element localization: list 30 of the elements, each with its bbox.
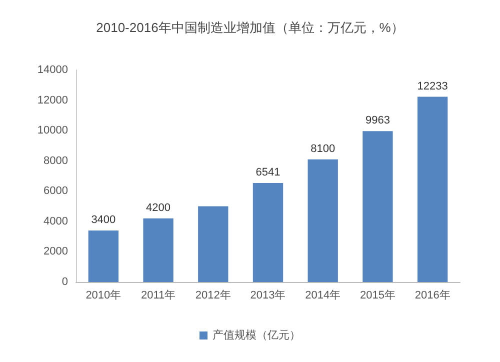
- y-tick-label: 4000: [44, 215, 68, 228]
- data-label: 3400: [91, 214, 116, 226]
- bar: [308, 159, 338, 282]
- data-label: 9963: [365, 114, 390, 127]
- data-label: 8100: [310, 142, 336, 155]
- bar: [252, 182, 284, 282]
- y-tick-label: 10000: [37, 124, 68, 137]
- y-tick-label: 12000: [37, 94, 68, 106]
- x-tick-label: 2015年: [360, 290, 396, 302]
- y-tick-label: 8000: [44, 154, 68, 167]
- y-tick-label: 14000: [37, 64, 68, 76]
- data-label: 12233: [417, 80, 448, 92]
- x-tick-label: 2011年: [140, 290, 176, 302]
- legend-label: 产值规模（亿元）: [212, 328, 300, 342]
- bar: [198, 206, 228, 282]
- bar: [88, 230, 119, 282]
- y-tick-label: 2000: [44, 246, 68, 258]
- y-tick-label: 6000: [44, 185, 68, 198]
- y-tick-label: 0: [62, 276, 68, 288]
- bar: [417, 96, 448, 282]
- x-tick-label: 2014年: [305, 290, 341, 302]
- bar: [362, 131, 393, 282]
- x-tick-label: 2016年: [414, 290, 450, 302]
- bar: [143, 218, 174, 282]
- x-tick-label: 2012年: [195, 290, 231, 302]
- data-label: 6541: [256, 166, 280, 178]
- data-label: 4200: [146, 202, 171, 214]
- x-tick-label: 2013年: [250, 290, 286, 302]
- chart-title: 2010-2016年中国制造业增加值（单位：万亿元，%）: [96, 20, 404, 35]
- x-tick-label: 2010年: [86, 290, 122, 302]
